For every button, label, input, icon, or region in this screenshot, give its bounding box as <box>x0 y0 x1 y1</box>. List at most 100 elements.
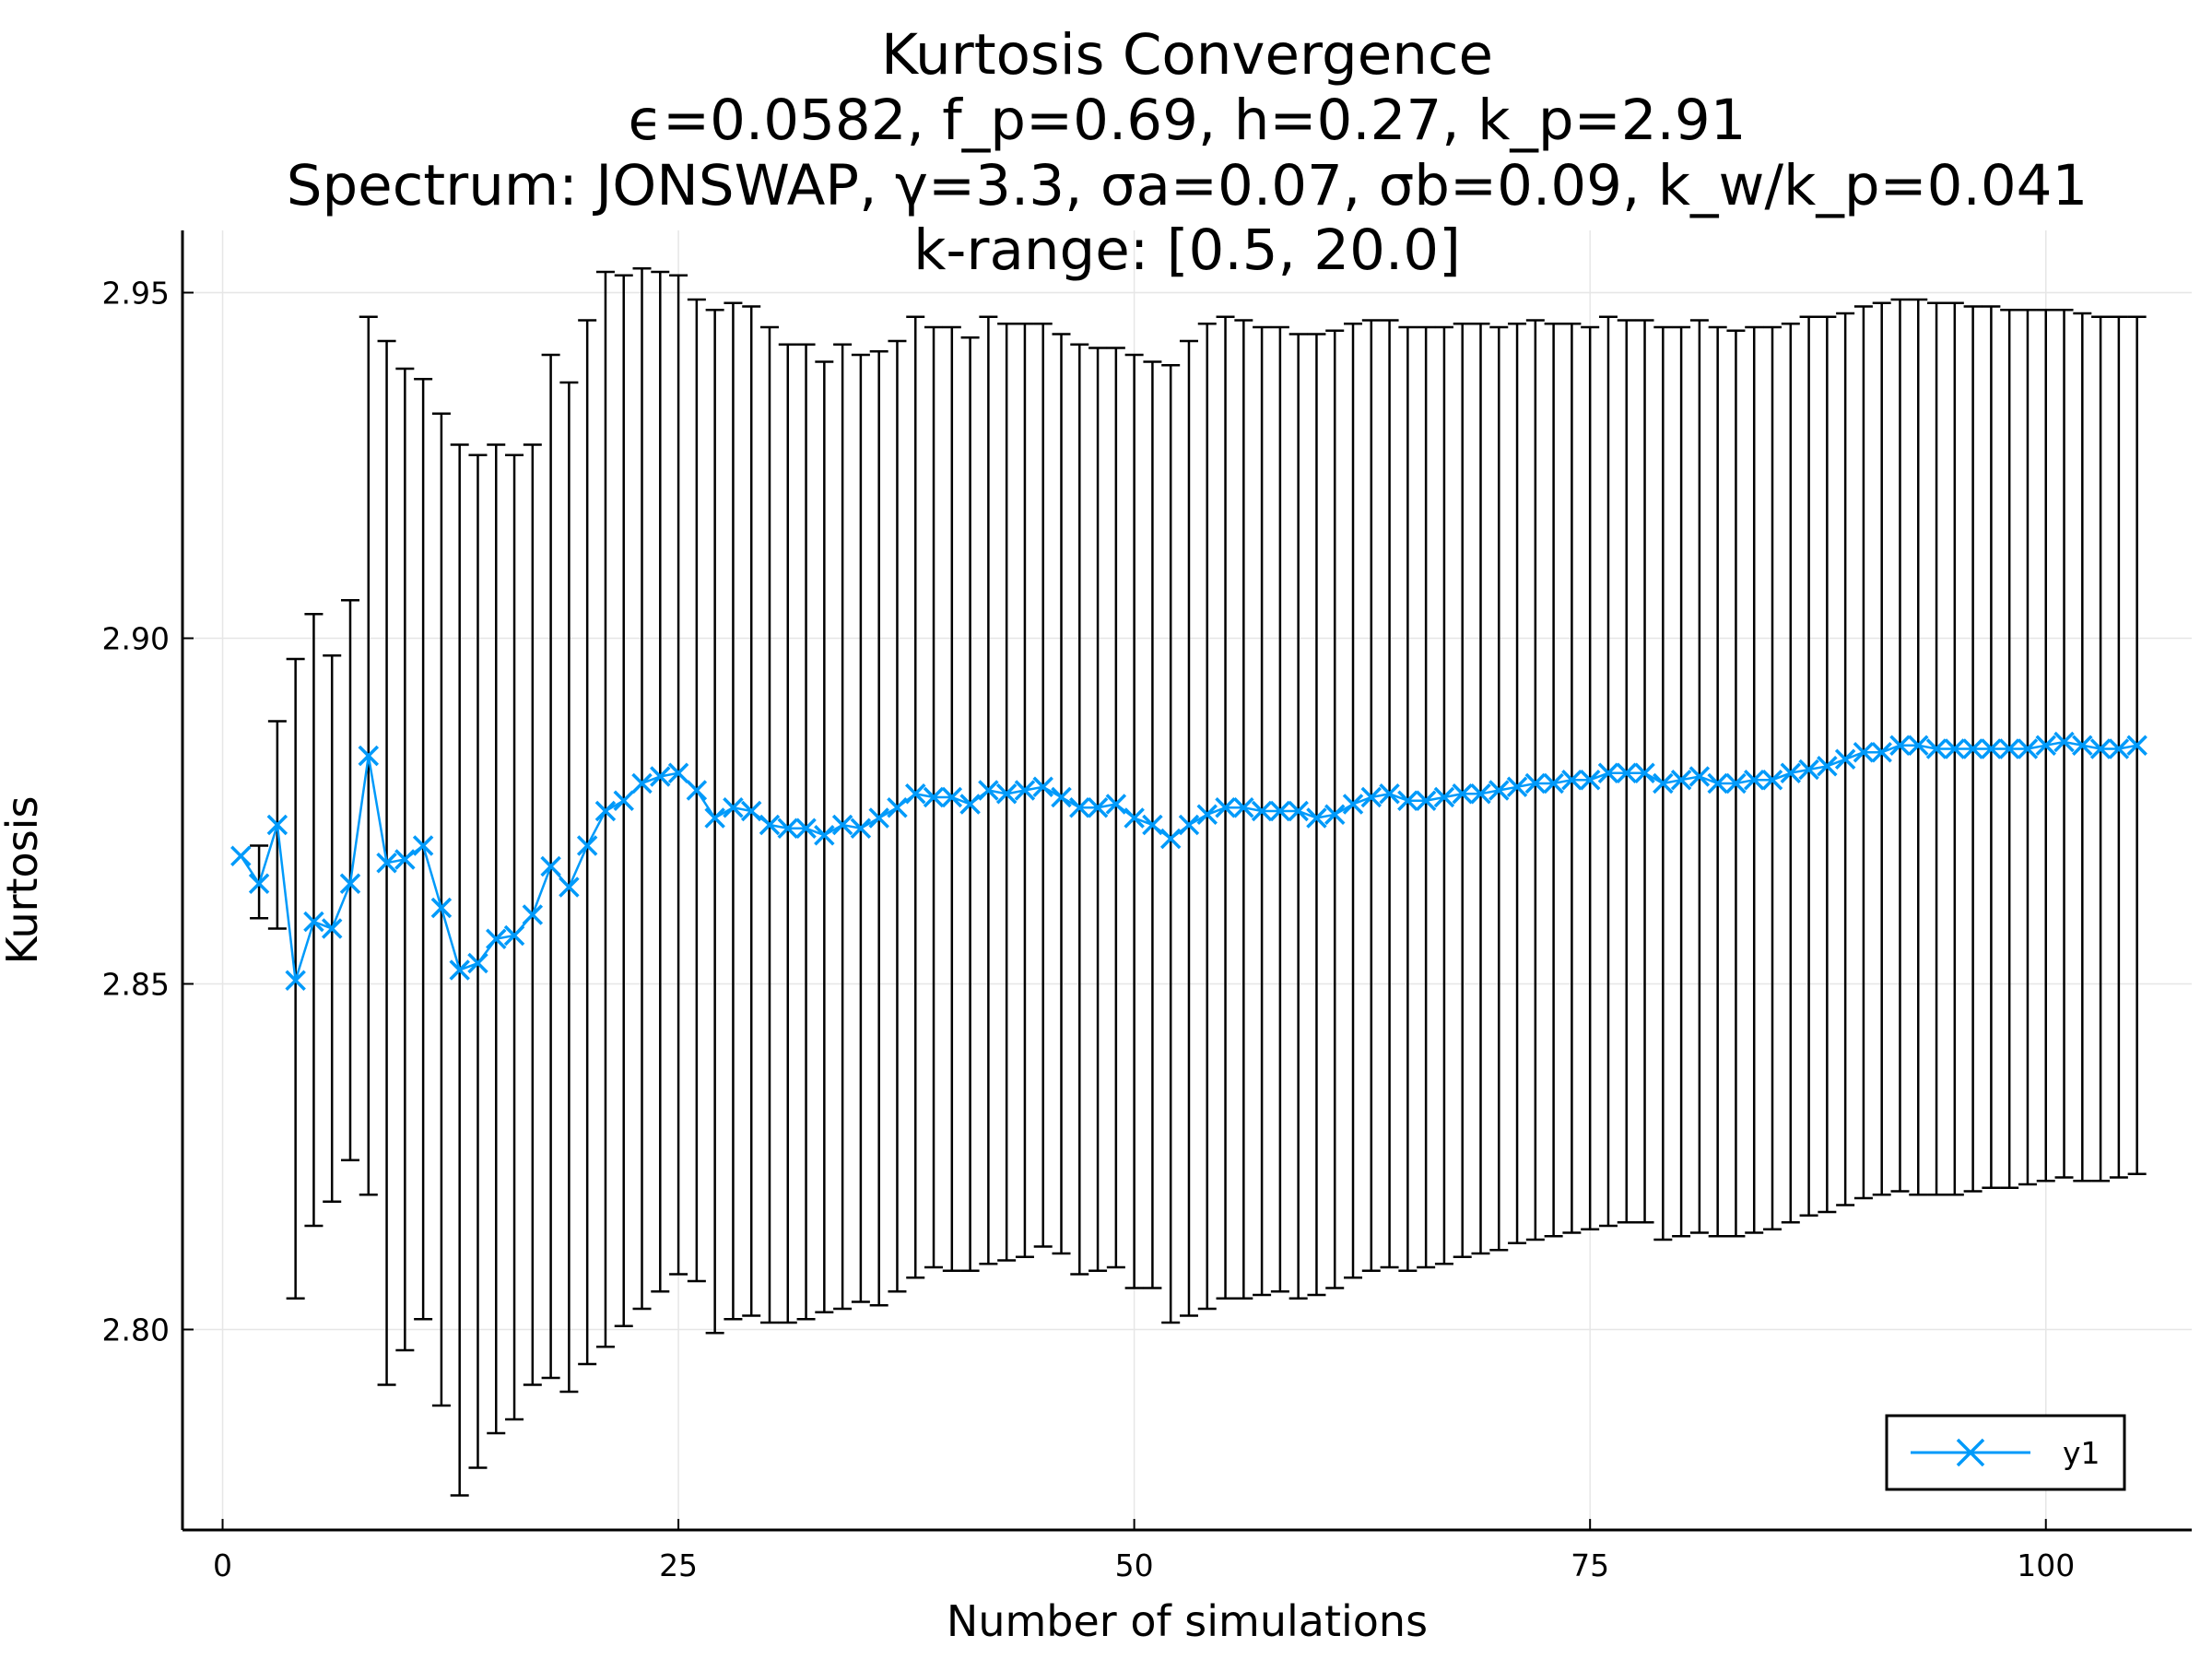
data-point <box>1524 772 1547 794</box>
marker-stroke <box>723 797 744 818</box>
marker-stroke <box>1159 828 1182 850</box>
marker-stroke <box>1653 772 1674 794</box>
data-point <box>1634 762 1655 783</box>
marker-stroke <box>1616 762 1637 783</box>
error-bar <box>578 319 597 1366</box>
marker-stroke <box>686 780 708 801</box>
marker-stroke <box>1105 794 1127 815</box>
data-point <box>1670 770 1692 791</box>
marker-stroke <box>887 797 908 818</box>
marker-stroke <box>1124 807 1145 829</box>
data-point <box>394 849 416 870</box>
marker-stroke <box>1288 800 1309 822</box>
marker-stroke <box>1069 797 1090 818</box>
error-bar <box>1052 333 1071 1255</box>
error-bar <box>778 343 797 1324</box>
data-point <box>1944 738 1966 759</box>
marker-stroke <box>777 818 799 839</box>
x-tick-label: 100 <box>2017 1547 2075 1583</box>
error-bar <box>1124 353 1144 1289</box>
error-bar <box>651 270 670 1293</box>
marker-stroke <box>559 877 580 898</box>
x-tick-label: 75 <box>1571 1547 1609 1583</box>
error-bar <box>1471 323 1490 1255</box>
data-point <box>1415 790 1437 811</box>
marker-stroke <box>1051 786 1072 808</box>
error-bar <box>1288 333 1308 1300</box>
marker-stroke <box>831 814 853 836</box>
marker-stroke <box>1524 772 1547 794</box>
title-line-4: k-range: [0.5, 20.0] <box>913 218 1461 283</box>
title-line-2: ϵ=0.0582, f_p=0.69, h=0.27, k_p=2.91 <box>628 88 1746 153</box>
error-bar <box>1508 323 1527 1244</box>
data-point <box>887 797 908 818</box>
marker-stroke <box>503 924 525 947</box>
marker-stroke <box>230 845 252 866</box>
marker-stroke <box>2108 738 2130 759</box>
data-point <box>1397 790 1418 811</box>
data-point <box>650 766 671 787</box>
marker-stroke <box>1853 742 1875 763</box>
data-point <box>1105 794 1127 815</box>
data-point <box>1488 780 1510 801</box>
marker-stroke <box>1834 748 1856 770</box>
error-bar <box>1161 364 1181 1324</box>
marker-stroke <box>376 853 397 874</box>
data-point <box>576 835 598 856</box>
marker-stroke <box>1670 770 1692 791</box>
error-bar <box>705 309 724 1335</box>
data-point <box>522 904 544 925</box>
marker-stroke <box>667 762 689 783</box>
y-tick-label: 2.90 <box>102 621 170 657</box>
marker-stroke <box>1251 800 1273 822</box>
marker-stroke <box>430 897 453 919</box>
data-point <box>1817 756 1838 777</box>
marker-stroke <box>2035 735 2056 756</box>
data-point <box>1178 814 1200 836</box>
marker-stroke <box>1360 786 1382 808</box>
data-point <box>1215 797 1236 818</box>
grid <box>182 230 2192 1530</box>
error-bar <box>869 350 888 1307</box>
data-point <box>1780 762 1802 783</box>
data-point <box>1032 776 1053 797</box>
data-point <box>2126 735 2147 756</box>
data-point <box>376 853 397 874</box>
marker-stroke <box>905 783 926 805</box>
data-point <box>1925 738 1947 759</box>
data-point <box>2089 738 2112 759</box>
data-point <box>1124 807 1145 829</box>
marker-stroke <box>1743 770 1765 791</box>
data-point <box>1616 762 1637 783</box>
data-point <box>1798 759 1819 781</box>
marker-stroke <box>1956 1438 1985 1467</box>
data-point <box>740 800 762 822</box>
marker-stroke <box>1087 797 1109 818</box>
marker-stroke <box>321 918 343 939</box>
data-point <box>814 825 835 846</box>
marker-stroke <box>1324 804 1346 825</box>
data-point <box>1743 770 1765 791</box>
data-point <box>613 790 634 811</box>
marker-stroke <box>759 814 781 836</box>
marker-stroke <box>923 786 945 808</box>
data-point <box>941 786 963 808</box>
marker-stroke <box>1597 762 1619 783</box>
data-point <box>339 873 361 894</box>
error-bars <box>250 267 2147 1497</box>
data-point <box>959 794 981 815</box>
data-point <box>1069 797 1090 818</box>
marker-stroke <box>1397 790 1418 811</box>
marker-stroke <box>1014 780 1036 801</box>
data-point <box>1506 776 1528 797</box>
data-point <box>2017 738 2039 759</box>
error-bar <box>1799 315 1818 1217</box>
data-point <box>486 928 507 949</box>
marker-stroke <box>1634 762 1655 783</box>
marker-stroke <box>303 911 324 933</box>
marker-stroke <box>285 970 306 991</box>
marker-stroke <box>1981 738 2002 759</box>
marker-stroke <box>486 928 507 949</box>
legend: y1 <box>1885 1414 2126 1491</box>
marker-stroke <box>814 825 835 846</box>
